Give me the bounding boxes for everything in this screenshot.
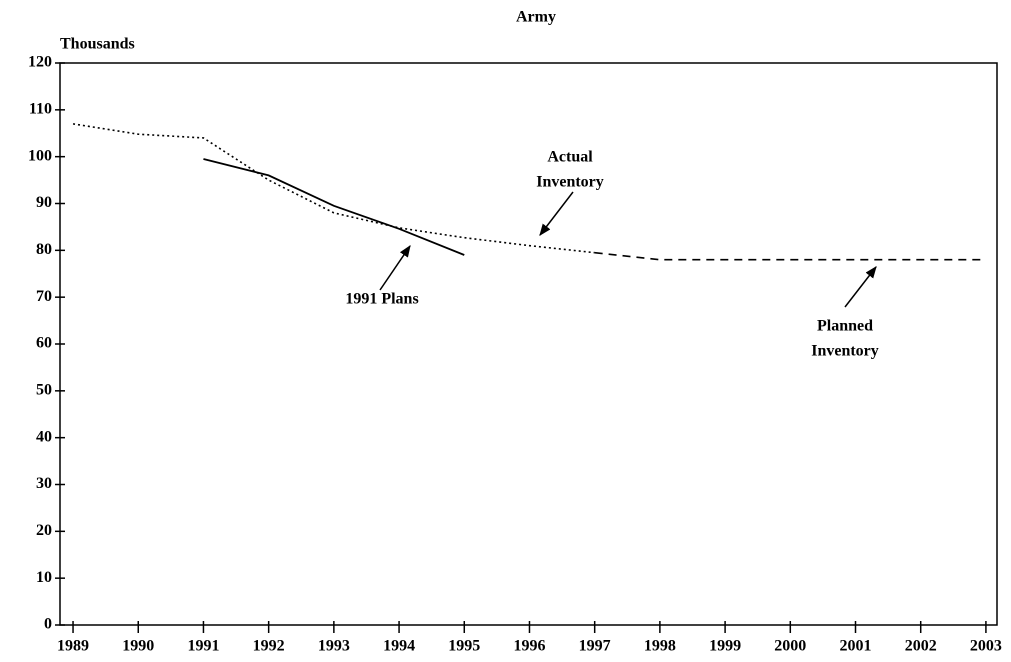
x-tick-label: 1997	[579, 638, 611, 655]
annotation: Actual	[547, 149, 593, 166]
line-series	[594, 251, 986, 261]
x-tick-label: 1992	[253, 638, 285, 655]
x-tick-label: 1996	[513, 638, 545, 655]
annotation-arrow	[379, 245, 411, 291]
annotation: Planned	[817, 318, 873, 335]
y-tick-label: 100	[28, 147, 52, 164]
line-series	[203, 158, 465, 256]
y-tick-label: 120	[28, 54, 52, 71]
y-tick-label: 60	[36, 335, 52, 352]
annotation-arrow	[844, 266, 877, 308]
annotation: 1991 Plans	[345, 291, 418, 308]
y-tick-label: 40	[36, 428, 52, 445]
y-tick-label: 10	[36, 569, 52, 586]
y-tick-label: 90	[36, 194, 52, 211]
x-tick-label: 2000	[774, 638, 806, 655]
x-tick-label: 1991	[187, 638, 219, 655]
x-tick-label: 2001	[840, 638, 872, 655]
y-tick-label: 70	[36, 288, 52, 305]
y-tick-label: 20	[36, 522, 52, 539]
y-tick-label: 80	[36, 241, 52, 258]
y-axis-label: Thousands	[60, 36, 135, 53]
x-tick-label: 1994	[383, 638, 415, 655]
x-tick-label: 1998	[644, 638, 676, 655]
y-tick-label: 0	[44, 616, 52, 633]
y-tick-label: 30	[36, 475, 52, 492]
chart-title: Army	[516, 9, 556, 26]
annotation: Inventory	[811, 343, 879, 360]
x-tick-label: 1993	[318, 638, 350, 655]
x-tick-label: 2003	[970, 638, 1002, 655]
annotation: Inventory	[536, 174, 604, 191]
annotation-arrow	[539, 191, 574, 236]
y-tick-label: 110	[29, 101, 52, 118]
x-tick-label: 2002	[905, 638, 937, 655]
x-tick-label: 1990	[122, 638, 154, 655]
x-tick-label: 1989	[57, 638, 89, 655]
x-tick-label: 1995	[448, 638, 480, 655]
y-tick-label: 50	[36, 382, 52, 399]
line-series	[72, 123, 595, 254]
x-tick-label: 1999	[709, 638, 741, 655]
